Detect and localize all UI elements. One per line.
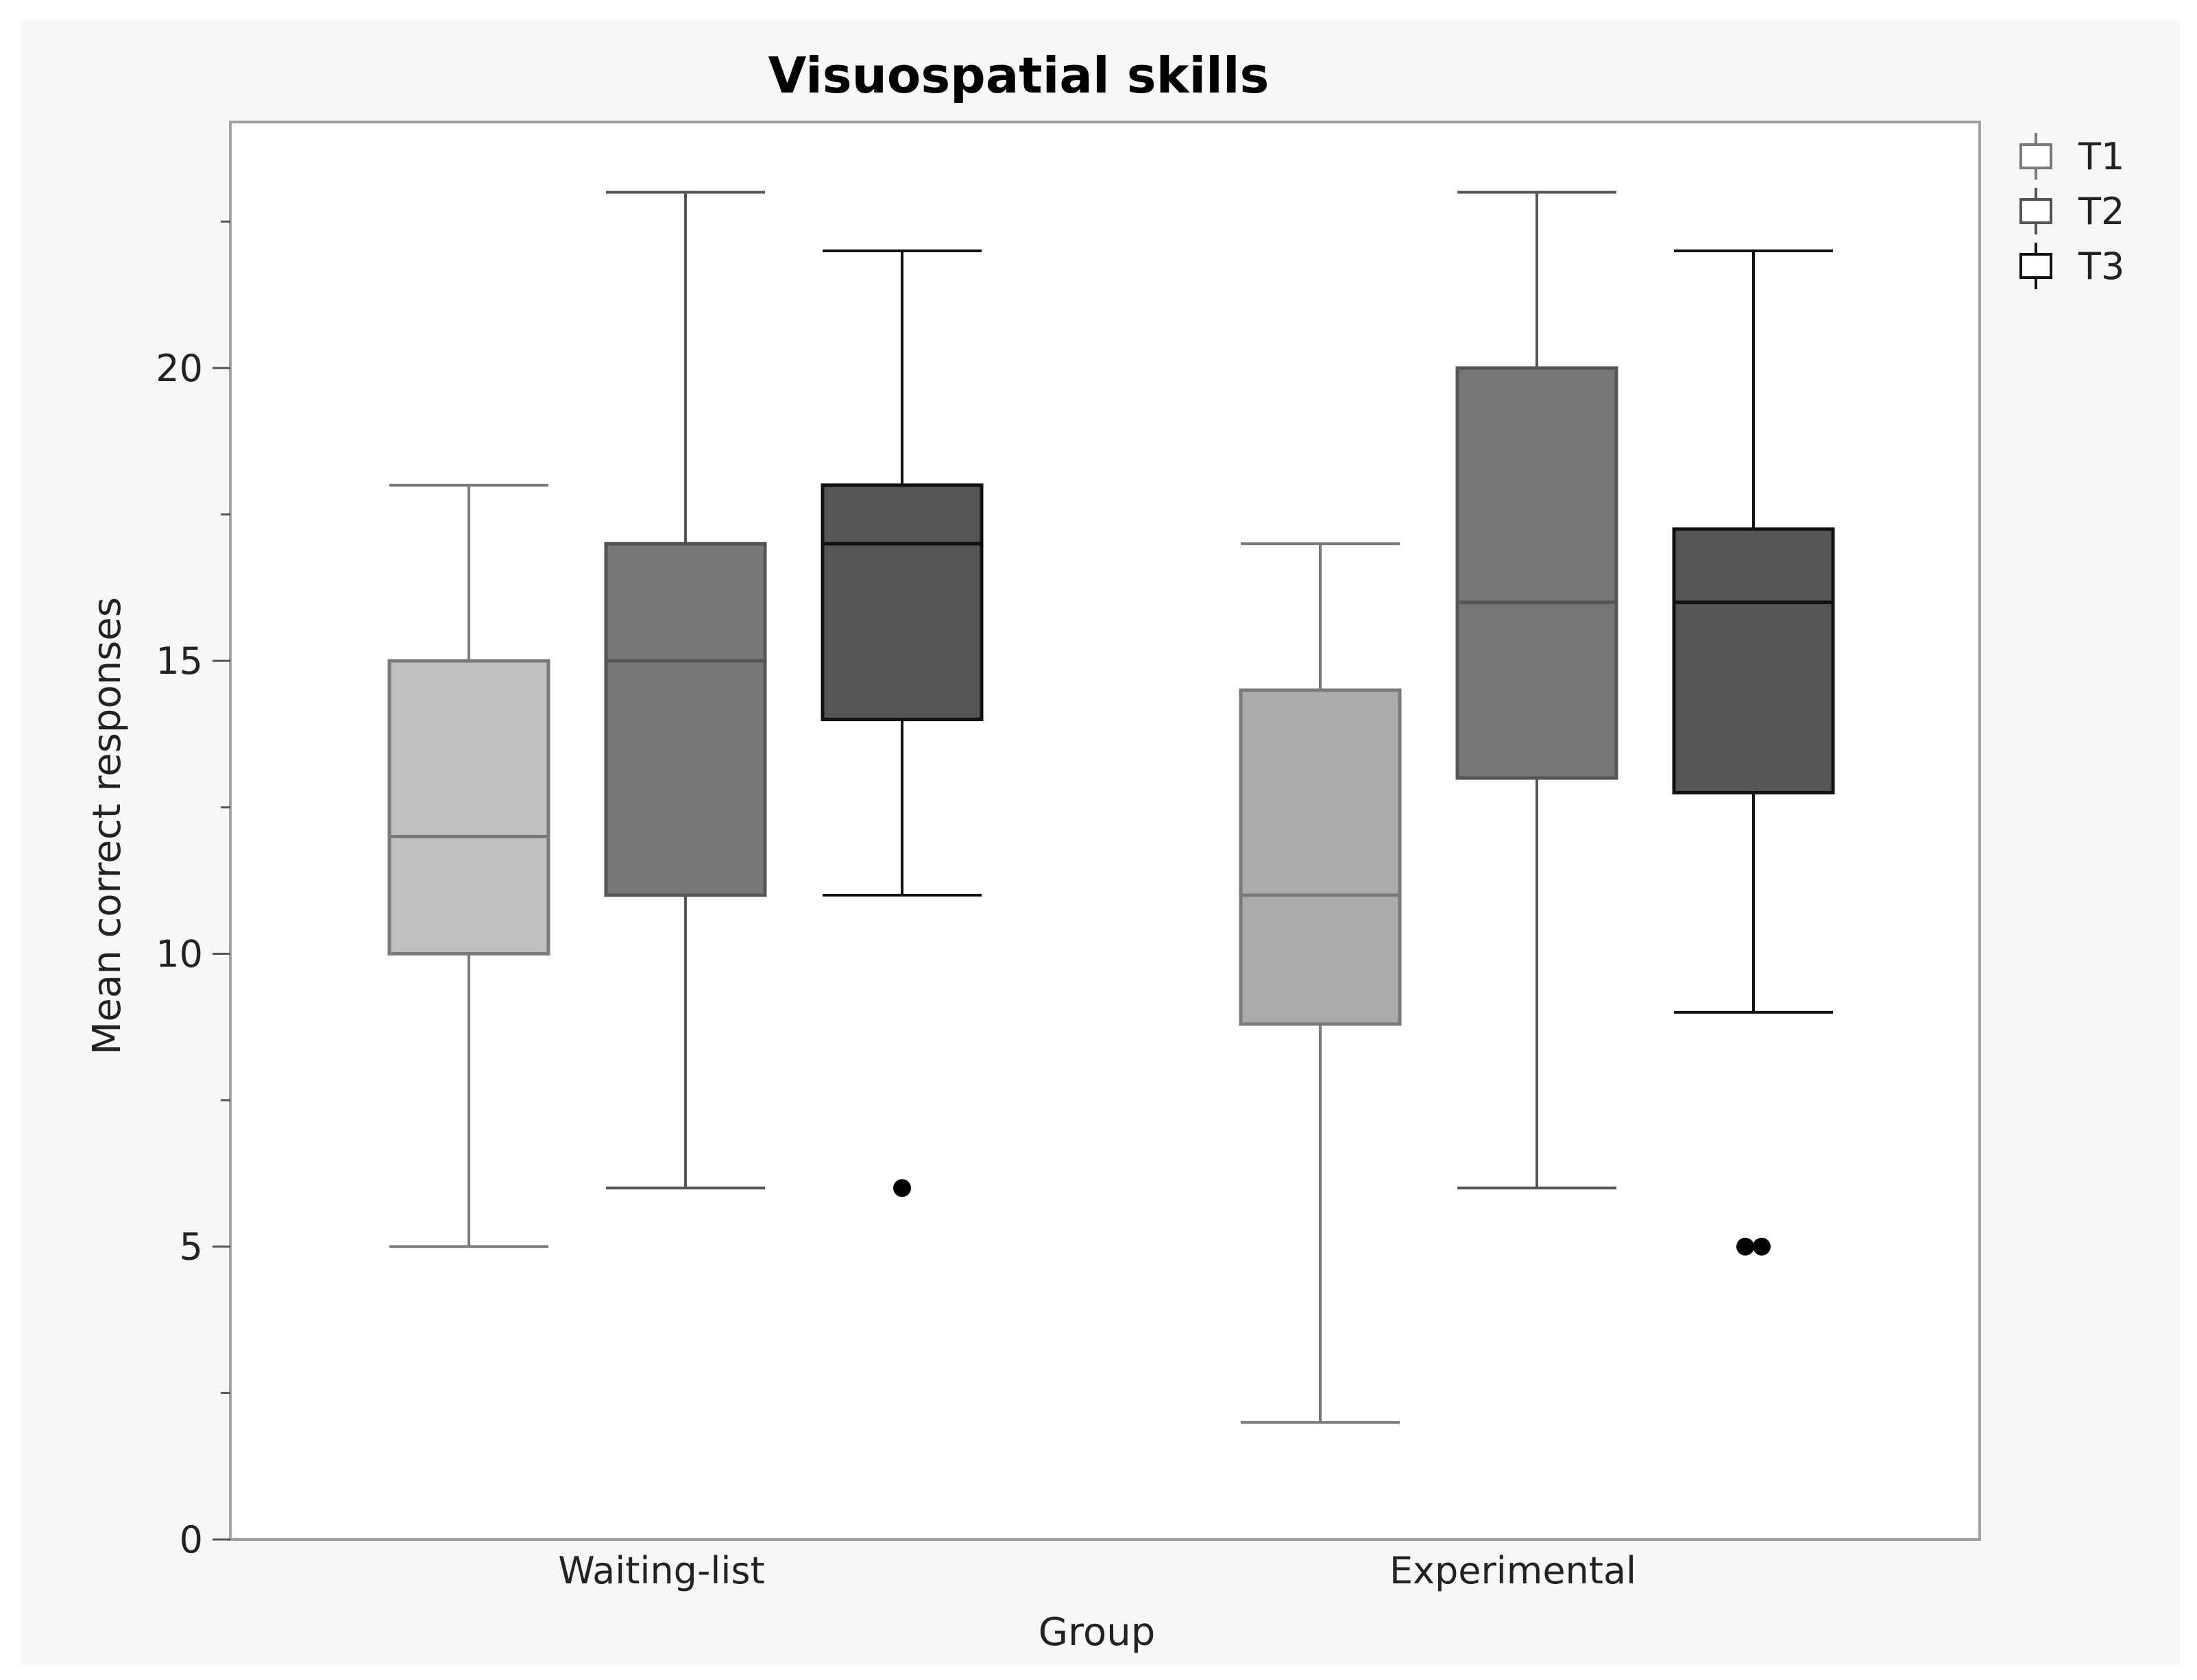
outlier-point	[893, 1179, 911, 1197]
iqr-box	[821, 483, 984, 722]
y-tick-label: 5	[180, 1226, 203, 1269]
iqr-box	[1672, 527, 1835, 794]
outlier-point	[1753, 1237, 1771, 1256]
box-T2-experimental	[1455, 191, 1618, 1190]
boxes	[387, 191, 1835, 1424]
legend-item-t1: T1	[2019, 133, 2124, 180]
box-T1-waiting-list	[387, 483, 550, 1248]
iqr-box	[604, 541, 767, 897]
legend: T1 T2 T3	[2019, 133, 2124, 289]
iqr-box	[1455, 366, 1618, 780]
chart-title: Visuospatial skills	[768, 47, 1270, 104]
outlier-point	[1736, 1237, 1754, 1256]
box-T3-waiting-list	[821, 249, 984, 1197]
y-axis: 0 5 10 15 20	[156, 220, 230, 1561]
legend-item-t2: T2	[2019, 188, 2124, 234]
x-axis-label: Group	[1039, 1610, 1156, 1655]
x-axis: Waiting-list Experimental	[558, 1549, 1636, 1592]
y-tick-label: 0	[180, 1518, 203, 1561]
legend-label: T1	[2078, 135, 2124, 178]
x-tick-label: Waiting-list	[558, 1549, 765, 1592]
iqr-box	[387, 659, 550, 955]
legend-label: T3	[2078, 245, 2124, 288]
y-tick-label: 15	[156, 640, 203, 683]
legend-item-t3: T3	[2019, 243, 2124, 289]
box-T2-waiting-list	[604, 191, 767, 1190]
iqr-box	[1239, 688, 1402, 1026]
x-tick-label: Experimental	[1389, 1549, 1636, 1592]
y-tick-label: 10	[156, 932, 203, 975]
box-T3-experimental	[1672, 249, 1835, 1256]
box-T1-experimental	[1239, 542, 1402, 1424]
y-tick-label: 20	[156, 347, 203, 390]
legend-symbol-box	[2019, 143, 2052, 169]
legend-symbol-box	[2019, 198, 2052, 224]
y-axis-label: Mean correct responses	[85, 597, 130, 1055]
legend-label: T2	[2078, 190, 2124, 233]
legend-symbol-box	[2019, 253, 2052, 279]
